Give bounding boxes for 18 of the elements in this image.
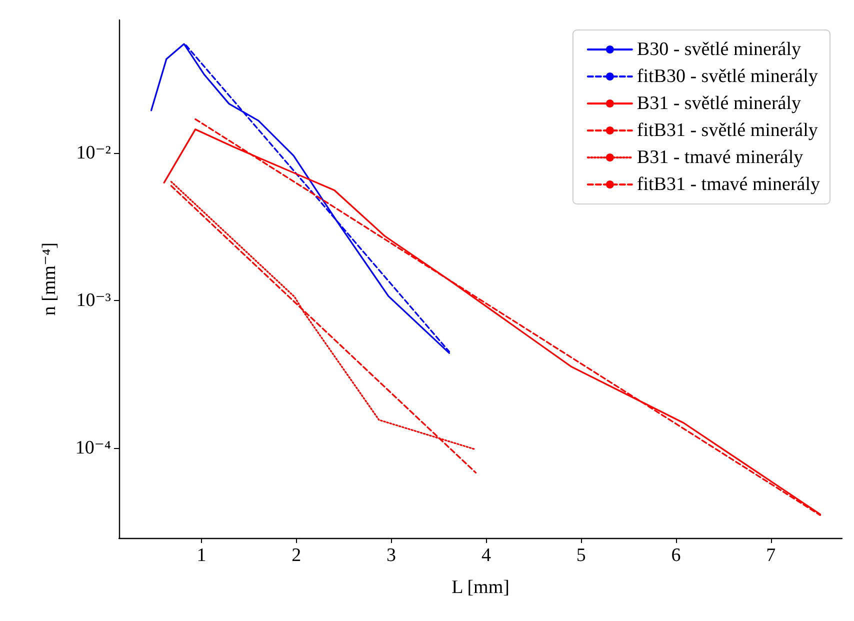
legend-label: B31 - tmavé minerály <box>636 147 804 168</box>
x-axis-title: L [mm] <box>452 577 510 598</box>
x-tick-label: 2 <box>292 545 302 566</box>
legend-label: fitB31 - tmavé minerály <box>636 174 820 195</box>
y-tick-label: 10⁻⁴ <box>75 437 112 458</box>
legend-label: B30 - světlé minerály <box>636 39 802 60</box>
y-tick-label: 10⁻² <box>76 142 112 164</box>
legend-label: fitB30 - světlé minerály <box>636 66 818 87</box>
x-tick-label: 5 <box>576 545 586 566</box>
legend-label: fitB31 - světlé minerály <box>636 120 818 141</box>
y-axis-title: n [mm⁻⁴] <box>39 242 60 316</box>
x-tick-label: 1 <box>196 545 206 566</box>
legend-label: B31 - světlé minerály <box>636 93 802 114</box>
x-tick-label: 6 <box>671 545 681 566</box>
y-tick-label: 10⁻³ <box>76 290 112 312</box>
x-tick-label: 4 <box>481 545 492 566</box>
x-tick-label: 3 <box>386 545 396 566</box>
x-tick-label: 7 <box>766 545 776 566</box>
